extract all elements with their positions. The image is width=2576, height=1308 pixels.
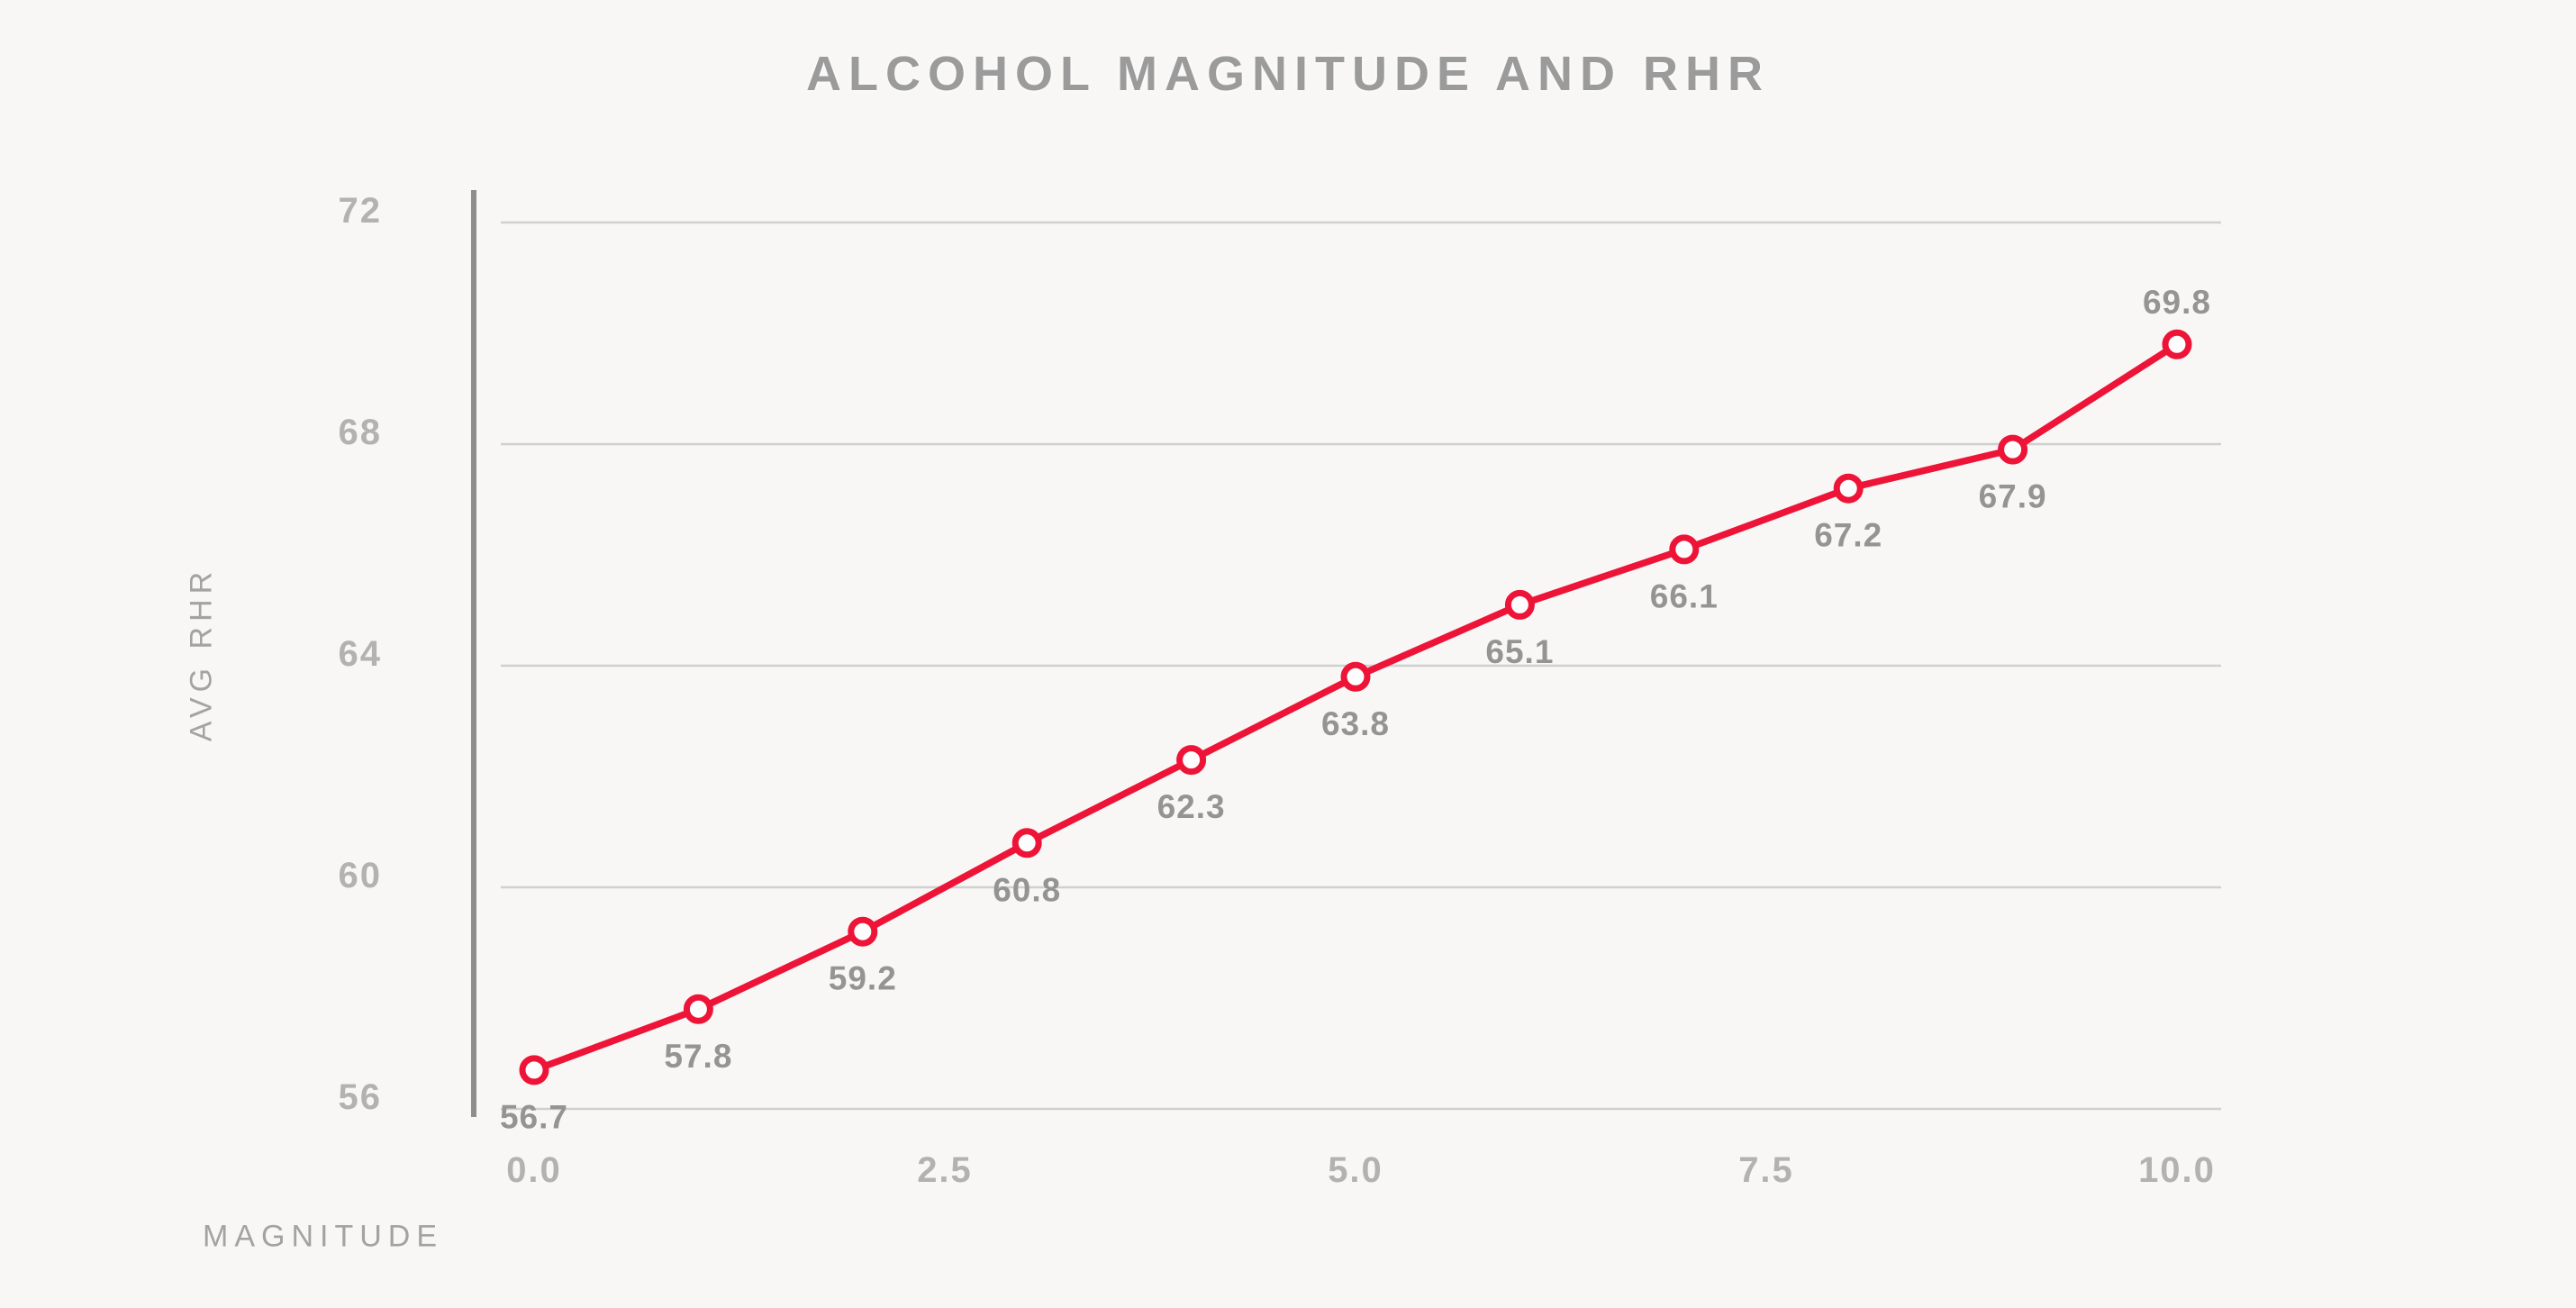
data-point-marker-60.8 <box>1011 828 1042 858</box>
data-point-marker-66.1 <box>1669 534 1700 565</box>
point-label: 67.2 <box>1814 517 1882 554</box>
chart-title: ALCOHOL MAGNITUDE AND RHR <box>806 47 1770 101</box>
point-label: 66.1 <box>1650 577 1719 614</box>
data-points <box>519 329 2192 1085</box>
data-point-marker-63.8 <box>1340 661 1371 692</box>
x-tick-label: 5.0 <box>1328 1150 1383 1190</box>
x-tick-label: 7.5 <box>1738 1150 1794 1190</box>
point-label: 67.9 <box>1979 478 2047 515</box>
data-point-marker-57.8 <box>683 994 713 1024</box>
point-label: 62.3 <box>1157 788 1226 825</box>
x-tick-labels: 0.0 2.5 5.0 7.5 10.0 <box>506 1150 2216 1190</box>
x-tick-label: 0.0 <box>506 1150 562 1190</box>
data-point-marker-67.9 <box>1998 434 2028 465</box>
data-point-marker-62.3 <box>1176 745 1207 776</box>
x-tick-label: 2.5 <box>917 1150 973 1190</box>
y-tick-label: 68 <box>339 413 383 452</box>
point-label: 57.8 <box>664 1038 732 1075</box>
point-label: 56.7 <box>500 1098 568 1135</box>
point-label: 63.8 <box>1321 705 1390 742</box>
y-tick-labels: 56 60 64 68 72 <box>339 191 383 1117</box>
y-tick-label: 72 <box>339 191 383 231</box>
data-point-marker-56.7 <box>519 1055 549 1085</box>
data-point-marker-69.8 <box>2162 329 2192 359</box>
data-point-marker-67.2 <box>1833 473 1864 504</box>
point-labels: 56.7 57.8 59.2 60.8 62.3 63.8 65.1 66.1 67.2 67.9… <box>500 284 2211 1136</box>
data-point-marker-65.1 <box>1504 589 1535 620</box>
point-label: 65.1 <box>1485 633 1554 670</box>
data-point-marker-59.2 <box>848 916 878 947</box>
x-tick-label: 10.0 <box>2138 1150 2216 1190</box>
y-tick-label: 64 <box>339 634 383 674</box>
y-tick-label: 60 <box>339 856 383 895</box>
point-label: 60.8 <box>993 871 1061 908</box>
x-axis-title: MAGNITUDE <box>203 1219 443 1254</box>
point-label: 59.2 <box>829 960 897 997</box>
point-label: 69.8 <box>2143 284 2211 321</box>
y-tick-label: 56 <box>339 1077 383 1117</box>
